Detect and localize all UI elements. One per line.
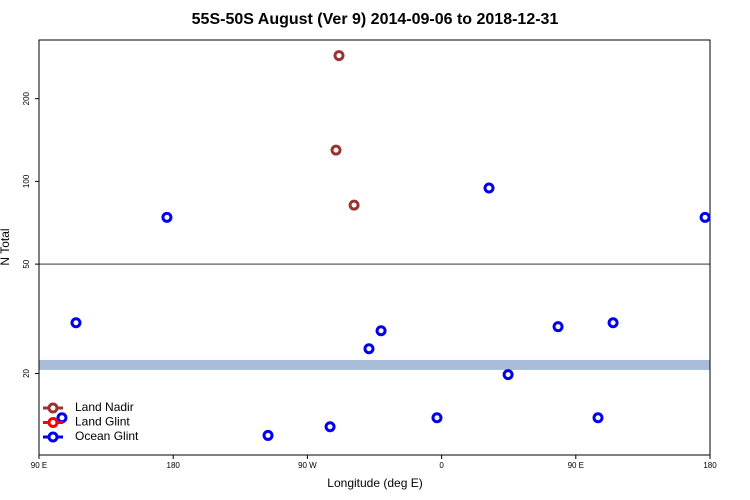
point (363, 343, 375, 355)
y-tick-label: 50 (22, 259, 31, 268)
legend-marker (47, 402, 59, 414)
point (333, 50, 345, 62)
point (607, 317, 619, 329)
y-tick-label: 100 (22, 174, 31, 188)
x-tick-label: 180 (703, 461, 717, 470)
point (161, 211, 173, 223)
legend-label: Ocean Glint (75, 429, 139, 443)
x-tick-label: 90 E (31, 461, 47, 470)
legend-marker (47, 417, 59, 428)
point (592, 412, 604, 424)
x-tick-label: 0 (439, 461, 444, 470)
y-tick-label: 200 (22, 91, 31, 105)
x-tick-label: 180 (167, 461, 181, 470)
x-tick-label: 90 W (298, 461, 317, 470)
point (330, 144, 342, 156)
legend-label: Land Glint (75, 415, 130, 429)
point (483, 182, 495, 194)
point (502, 369, 514, 381)
legend-marker (47, 431, 59, 443)
point (552, 321, 564, 333)
legend-label: Land Nadir (75, 400, 134, 414)
x-axis-label: Longitude (deg E) (327, 476, 422, 490)
y-tick-label: 20 (22, 368, 31, 377)
point (262, 429, 274, 441)
point (56, 412, 68, 424)
reference-band (39, 359, 710, 370)
point (70, 317, 82, 329)
point (375, 325, 387, 337)
point (324, 421, 336, 433)
plot-frame (38, 39, 711, 456)
y-axis-label: N Total (0, 228, 12, 265)
x-tick-label: 90 E (568, 461, 584, 470)
chart-title: 55S-50S August (Ver 9) 2014-09-06 to 201… (192, 11, 559, 28)
point (348, 199, 360, 211)
point (699, 211, 711, 223)
point (431, 412, 443, 424)
